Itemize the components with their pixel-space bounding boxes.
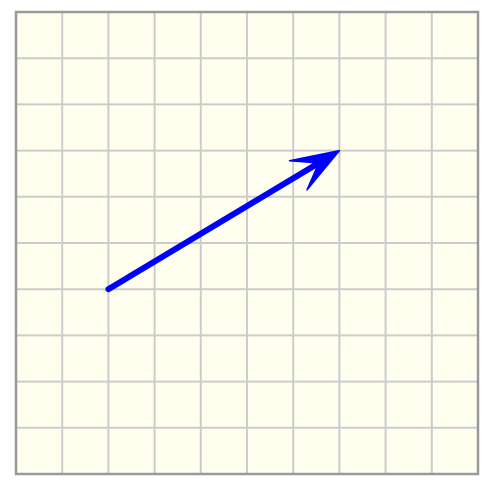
grid-border bbox=[14, 10, 480, 476]
arrow-head bbox=[288, 149, 341, 191]
grid-lines bbox=[16, 12, 478, 474]
arrow-shaft bbox=[105, 154, 331, 293]
vector-arrow bbox=[105, 149, 341, 293]
